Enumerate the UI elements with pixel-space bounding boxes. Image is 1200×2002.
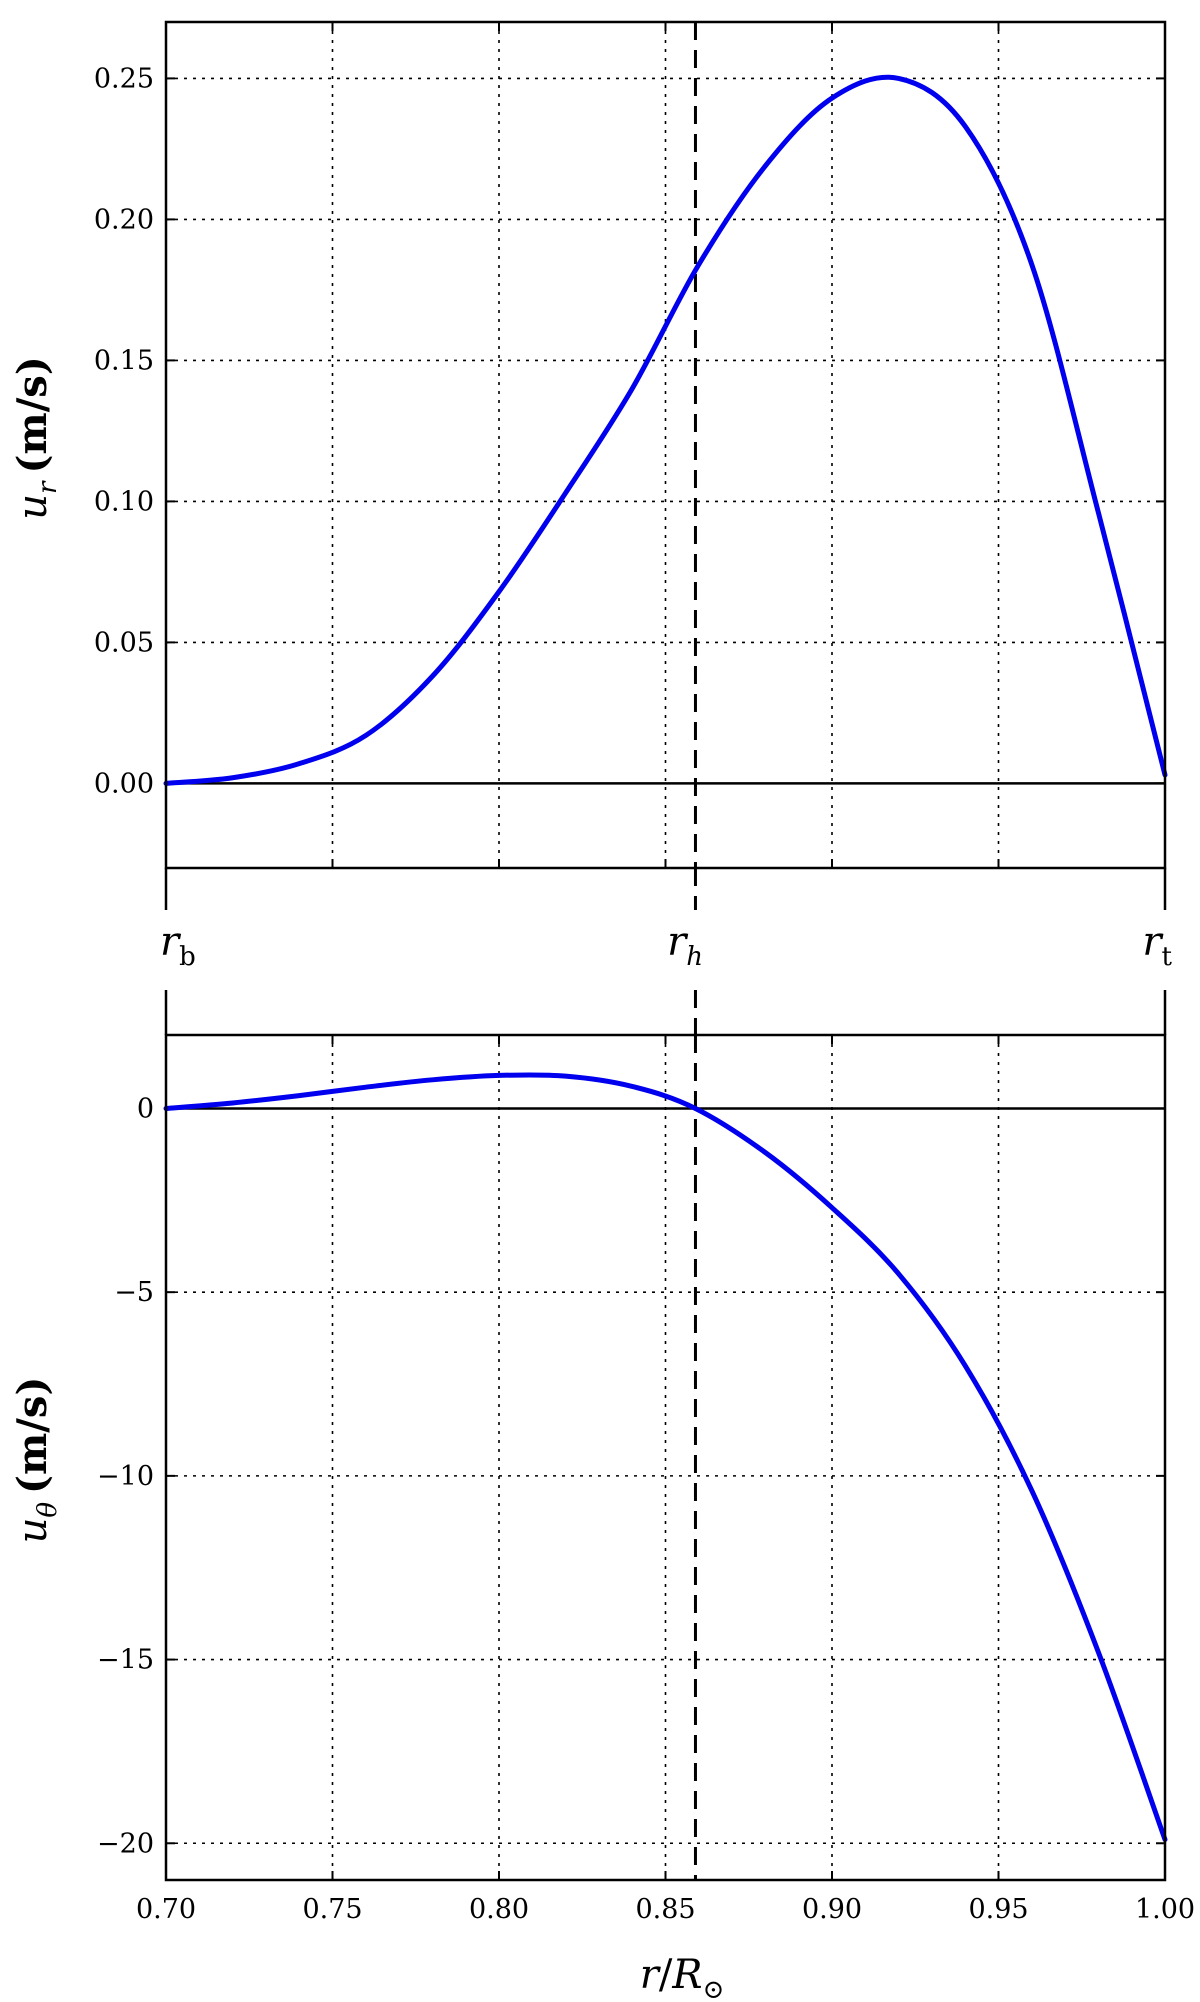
bottom-ytick-label-3: −15	[97, 1645, 154, 1676]
bottom-xtick-label-3: 0.85	[635, 1894, 695, 1925]
bottom-ylabel-unit: (m/s)	[9, 1377, 56, 1494]
bottom-ylabel-base: u	[10, 1518, 56, 1544]
bottom-xtick-label-4: 0.90	[802, 1894, 862, 1925]
top-ylabel-base: u	[10, 494, 56, 520]
top-ytick-label-0: 0.00	[94, 768, 154, 799]
top-panel: 0.00 0.05 0.10 0.15 0.20 0.25	[94, 22, 1165, 868]
bottom-xtick-label-0: 0.70	[136, 1894, 196, 1925]
top-ylabel: ur (m/s)	[9, 356, 63, 520]
top-ylabel-sub: r	[33, 480, 63, 494]
xlabel-sep: /	[659, 1952, 673, 1998]
bottom-xtick-label-1: 0.75	[302, 1894, 362, 1925]
bottom-xtick-label-2: 0.80	[469, 1894, 529, 1925]
bottom-xtick-label-5: 0.95	[968, 1894, 1028, 1925]
top-ytick-label-3: 0.15	[94, 345, 154, 376]
bottom-ylabel: uθ (m/s)	[9, 1377, 63, 1544]
top-ylabel-unit: (m/s)	[9, 356, 56, 473]
top-ytick-label-1: 0.05	[94, 627, 154, 658]
bottom-xlabel: r/R⊙	[640, 1952, 725, 2002]
xlabel-base2: R	[671, 1952, 702, 1998]
marker-r-h: rh	[667, 919, 703, 972]
bottom-panel: 0 −5 −10 −15 −20 0.70 0.75 0.80 0.85 0.90 0.95 1.00	[97, 1035, 1195, 1925]
bottom-xtick-label-6: 1.00	[1135, 1894, 1195, 1925]
top-ytick-label-4: 0.20	[94, 204, 154, 235]
top-ytick-label-2: 0.10	[94, 486, 154, 517]
marker-strip	[166, 868, 1165, 1035]
bottom-ytick-label-0: 0	[137, 1093, 154, 1124]
top-ytick-label-5: 0.25	[94, 63, 154, 94]
bottom-ytick-label-1: −5	[114, 1277, 154, 1308]
bottom-ytick-label-2: −10	[97, 1461, 154, 1492]
top-series-line-0	[166, 77, 1165, 783]
marker-r-b: rb	[160, 919, 196, 972]
bottom-ytick-label-4: −20	[97, 1828, 154, 1859]
marker-r-t: rt	[1142, 919, 1172, 972]
xlabel-sub2: ⊙	[702, 1975, 724, 2002]
bottom-ylabel-sub: θ	[33, 1502, 63, 1518]
